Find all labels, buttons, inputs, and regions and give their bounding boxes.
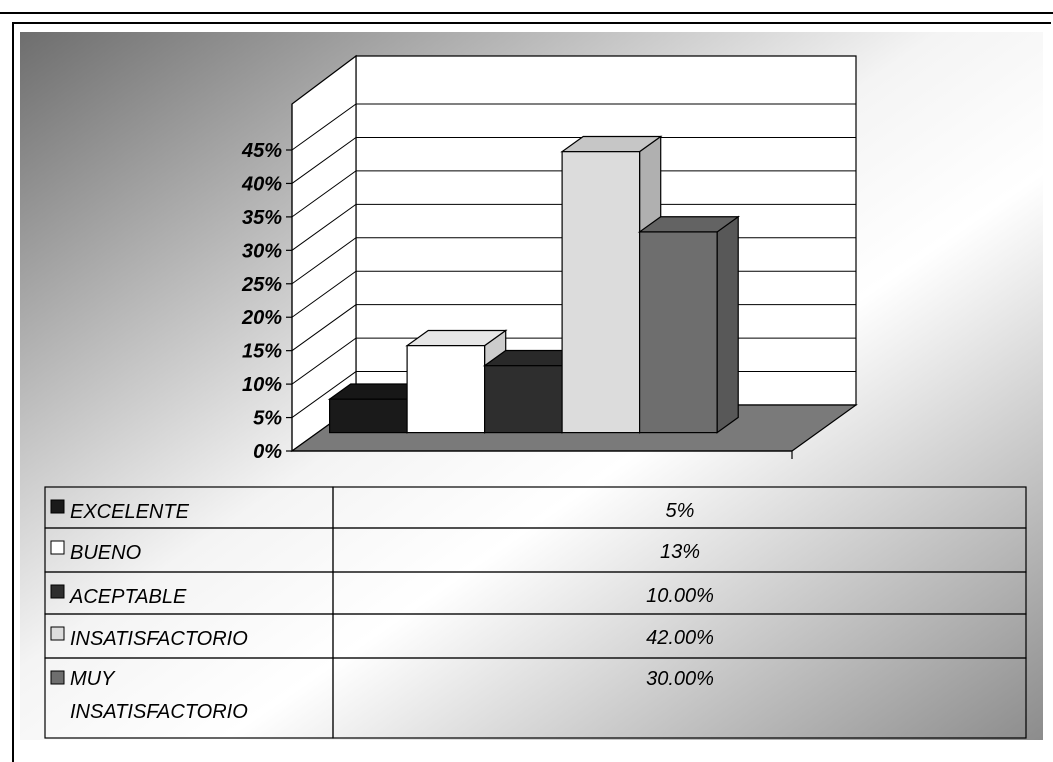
legend-swatch-muy-insatisfactorio [50, 670, 65, 685]
bar-bueno [406, 345, 486, 434]
top-rule [0, 12, 1053, 14]
gridline [291, 136, 856, 184]
gridline [291, 103, 856, 151]
y-tick-label: 15% [242, 341, 282, 363]
y-tick-label: 40% [241, 173, 282, 195]
table-value-excelente: 5% [666, 500, 695, 522]
bar-side-muy-insatisfactorio [716, 215, 739, 434]
table-value-insatisfactorio: 42.00% [646, 627, 714, 649]
y-tick-label: 10% [242, 374, 282, 396]
legend-swatch-aceptable [50, 584, 65, 599]
bar-muy-insatisfactorio [638, 231, 718, 434]
table-category-label-bueno: BUENO [70, 542, 141, 564]
table-value-aceptable: 10.00% [646, 585, 714, 607]
table-category-label-insatisfactorio: INSATISFACTORIO [70, 628, 248, 650]
bar-aceptable [484, 365, 563, 434]
bar-insatisfactorio [561, 151, 641, 434]
bar-excelente [329, 398, 408, 434]
gridline [291, 203, 856, 251]
table-category-label-muy-insatisfactorio: MUY INSATISFACTORIO [70, 668, 248, 723]
table-category-label-aceptable: ACEPTABLE [69, 586, 187, 608]
table-category-label-excelente: EXCELENTE [70, 501, 190, 523]
y-tick-label: 5% [253, 408, 282, 430]
legend-swatch-bueno [50, 540, 65, 555]
y-tick-label: 30% [242, 240, 282, 262]
y-tick-label: 20% [241, 307, 282, 329]
y-tick-label: 0% [253, 441, 282, 463]
legend-swatch-excelente [50, 499, 65, 514]
chart-frame [12, 22, 1051, 762]
table-value-muy-insatisfactorio: 30.00% [646, 668, 714, 690]
table-value-bueno: 13% [660, 541, 700, 563]
y-tick-label: 35% [242, 207, 282, 229]
legend-swatch-insatisfactorio [50, 626, 65, 641]
table-value-cell [332, 657, 1027, 739]
y-tick-label: 45% [241, 140, 282, 162]
y-tick-label: 25% [241, 274, 282, 296]
gridline [291, 170, 856, 218]
